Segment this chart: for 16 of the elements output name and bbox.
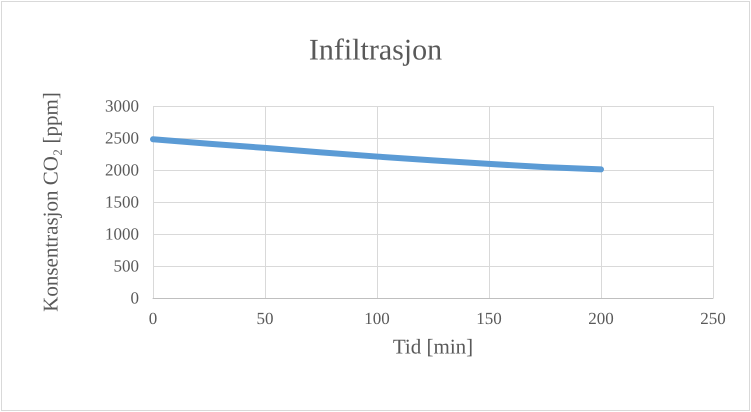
y-tick-label: 1500: [105, 192, 139, 212]
x-tick-label: 50: [256, 309, 274, 328]
x-tick-label: 150: [476, 309, 502, 328]
y-tick-label: 1000: [105, 224, 139, 244]
x-tick-label: 0: [148, 309, 158, 328]
y-tick-label: 2000: [105, 160, 139, 180]
chart-title: Infiltrasjon: [308, 34, 442, 66]
y-tick-label: 2500: [105, 128, 139, 148]
y-axis-title: Konsentrasjon CO₂ [ppm]: [38, 92, 62, 312]
y-tick-label: 0: [130, 288, 139, 308]
x-tick-label: 100: [364, 309, 390, 328]
x-axis-title: Tid [min]: [392, 334, 474, 358]
x-tick-label: 200: [588, 309, 614, 328]
x-tick-label: 250: [700, 309, 726, 328]
y-tick-label: 500: [114, 256, 139, 276]
y-tick-label: 3000: [105, 96, 139, 116]
